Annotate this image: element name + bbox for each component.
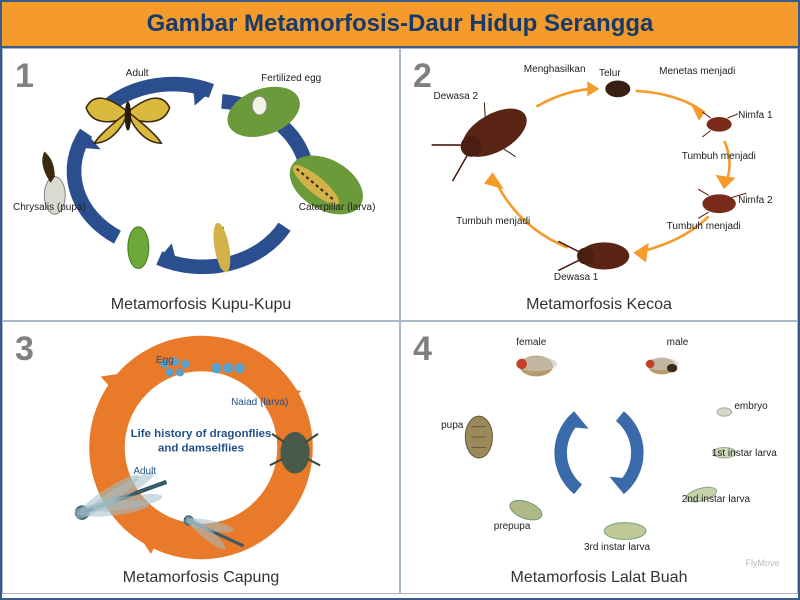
stage-label: Chrysalis (pupa) <box>13 202 86 213</box>
stage-label: 1st instar larva <box>712 448 777 459</box>
connector-label: Menghasilkan <box>524 64 586 75</box>
stage-label: Dewasa 1 <box>554 272 598 283</box>
panel-caption-3: Metamorfosis Capung <box>3 569 399 587</box>
stage-label: female <box>516 337 546 348</box>
stage-label: Dewasa 2 <box>434 91 478 102</box>
cycle-fruitfly: female male embryo 1st instar larva 2nd … <box>411 332 787 563</box>
panel-cockroach: 2 <box>400 48 798 321</box>
panel-grid: 1 <box>2 48 798 594</box>
cycle-butterfly: Fertilized egg Caterpillar (larva) Chrys… <box>13 59 389 290</box>
infographic-frame: Gambar Metamorfosis-Daur Hidup Serangga … <box>0 0 800 600</box>
stage-label: pupa <box>441 420 463 431</box>
panel-number-3: 3 <box>15 330 34 369</box>
connector-label: Tumbuh menjadi <box>667 221 741 232</box>
connector-label: Tumbuh menjadi <box>682 151 756 162</box>
stage-label: Adult <box>126 68 149 79</box>
svg-text:and damselflies: and damselflies <box>158 443 244 455</box>
panel-butterfly: 1 <box>2 48 400 321</box>
cycle-dragonfly: Life history of dragonflies and damselfl… <box>13 332 389 563</box>
panel-fruitfly: 4 <box>400 321 798 594</box>
connector-label: Menetas menjadi <box>659 66 735 77</box>
panel-number-1: 1 <box>15 57 34 96</box>
title-bar: Gambar Metamorfosis-Daur Hidup Serangga <box>2 2 798 48</box>
panel-caption-2: Metamorfosis Kecoa <box>401 296 797 314</box>
stage-label: embryo <box>734 401 767 412</box>
stage-label: 2nd instar larva <box>682 494 750 505</box>
stage-label: Adult <box>133 466 156 477</box>
stage-label: Nimfa 1 <box>738 110 772 121</box>
connector-label: Tumbuh menjadi <box>456 216 530 227</box>
stage-label: Telur <box>599 68 621 79</box>
panel-dragonfly: 3 <box>2 321 400 594</box>
butterfly-cycle-svg <box>13 59 389 290</box>
panel-caption-4: Metamorfosis Lalat Buah <box>401 569 797 587</box>
stage-label: prepupa <box>494 521 531 532</box>
cycle-cockroach: Menghasilkan Telur Menetas menjadi Nimfa… <box>411 59 787 290</box>
svg-text:Life history of dragonflies: Life history of dragonflies <box>131 428 272 440</box>
stage-label: Nimfa 2 <box>738 195 772 206</box>
watermark: FlyMove <box>745 558 779 568</box>
stage-label: Egg <box>156 355 174 366</box>
stage-label: Fertilized egg <box>261 73 321 84</box>
panel-caption-1: Metamorfosis Kupu-Kupu <box>3 296 399 314</box>
main-title: Gambar Metamorfosis-Daur Hidup Serangga <box>147 10 654 37</box>
panel-number-2: 2 <box>413 57 432 96</box>
stage-label: Caterpillar (larva) <box>299 202 376 213</box>
dragonfly-cycle-svg: Life history of dragonflies and damselfl… <box>13 332 389 563</box>
stage-label: Naiad (larva) <box>231 397 288 408</box>
panel-number-4: 4 <box>413 330 432 369</box>
stage-label: male <box>667 337 689 348</box>
stage-label: 3rd instar larva <box>584 542 650 553</box>
